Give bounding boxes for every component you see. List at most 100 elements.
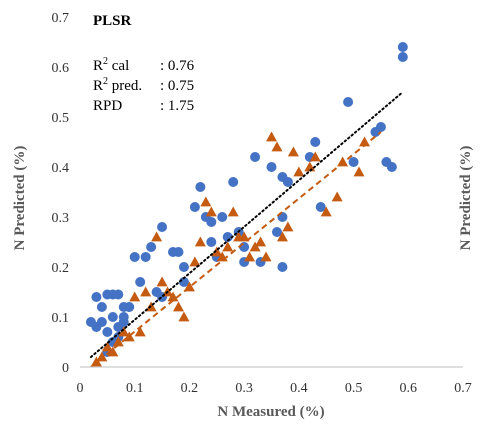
data-point-circle [271, 227, 282, 237]
y-tick-label: 0 [62, 361, 69, 376]
x-tick-label: 0.7 [454, 381, 472, 396]
data-point-triangle [244, 251, 256, 262]
data-point-circle [315, 202, 326, 212]
data-point-triangle [282, 221, 294, 232]
x-axis-title: N Measured (%) [217, 404, 324, 420]
data-point-circle [96, 302, 107, 312]
data-point-triangle [112, 336, 124, 347]
data-point-triangle [255, 236, 267, 247]
chart-title: PLSR [93, 13, 132, 29]
data-point-circle [206, 237, 217, 247]
data-point-circle [129, 252, 140, 262]
stat-label: R2 cal [93, 56, 129, 74]
data-point-triangle [167, 291, 179, 302]
data-point-triangle [211, 246, 223, 257]
data-point-triangle [238, 231, 250, 242]
x-tick-label: 0.3 [235, 381, 253, 396]
stat-value: : 0.75 [160, 78, 194, 94]
y-tick-label: 0.3 [52, 211, 70, 226]
data-point-circle [348, 157, 359, 167]
data-point-triangle [101, 341, 113, 352]
data-point-triangle [222, 241, 234, 252]
data-point-circle [277, 262, 288, 272]
data-point-triangle [107, 346, 119, 357]
x-tick-label: 0 [77, 381, 84, 396]
y-tick-label: 0.6 [52, 61, 70, 76]
data-point-circle [118, 317, 129, 327]
data-point-circle [266, 162, 277, 172]
data-point-circle [375, 122, 386, 132]
y-axis-title-right: N Predicted (%) [458, 146, 474, 251]
y-tick-label: 0.5 [52, 111, 70, 126]
data-point-triangle [134, 326, 146, 337]
data-point-circle [397, 52, 408, 62]
chart-marks [85, 42, 408, 368]
data-point-triangle [293, 166, 305, 177]
y-tick-label: 0.1 [52, 311, 70, 326]
data-point-circle [91, 292, 102, 302]
data-point-triangle [227, 206, 239, 217]
data-point-triangle [189, 256, 201, 267]
data-point-triangle [178, 311, 190, 322]
data-point-triangle [331, 191, 343, 202]
data-point-triangle [205, 206, 217, 217]
data-point-circle [157, 222, 168, 232]
trendline-dotted [89, 91, 404, 358]
data-point-circle [173, 247, 184, 257]
stat-value: : 0.76 [160, 58, 195, 74]
data-point-circle [113, 289, 124, 300]
data-point-triangle [309, 151, 321, 162]
y-axis-title: N Predicted (%) [12, 146, 28, 251]
data-point-circle [282, 177, 293, 187]
x-tick-label: 0.6 [400, 381, 418, 396]
data-point-triangle [129, 291, 141, 302]
data-point-circle [217, 212, 228, 222]
x-tick-label: 0.2 [181, 381, 199, 396]
stat-label: R2 pred. [93, 76, 142, 94]
data-point-circle [178, 262, 189, 272]
data-point-circle [96, 317, 107, 327]
data-point-triangle [151, 231, 163, 242]
data-point-circle [206, 217, 217, 227]
x-tick-label: 0.4 [290, 381, 308, 396]
y-tick-label: 0.4 [52, 161, 70, 176]
x-tick-label: 0.1 [126, 381, 144, 396]
y-tick-label: 0.2 [52, 261, 70, 276]
data-point-triangle [337, 156, 349, 167]
data-point-circle [102, 327, 113, 337]
y-tick-label: 0.7 [52, 11, 70, 26]
data-point-circle [107, 312, 118, 322]
data-point-triangle [353, 166, 365, 177]
data-point-circle [310, 137, 321, 147]
data-point-triangle [266, 131, 277, 142]
x-tick-label: 0.5 [345, 381, 363, 396]
data-point-circle [397, 42, 408, 52]
data-point-circle [135, 277, 146, 287]
data-point-triangle [304, 161, 316, 172]
data-point-triangle [140, 286, 152, 297]
data-point-triangle [96, 351, 108, 362]
chart-ticks: 0 0.1 0.2 0.3 0.4 0.5 0.6 0.7 0 0.1 0.2 0.3 0.4 0.5 0.… [52, 11, 472, 396]
data-point-circle [124, 302, 135, 312]
data-point-circle [146, 242, 157, 252]
data-point-circle [386, 162, 397, 172]
data-point-triangle [156, 276, 168, 287]
data-point-circle [250, 152, 261, 162]
data-point-circle [189, 202, 200, 212]
data-point-triangle [271, 141, 283, 152]
stats-box: R2 cal : 0.76 R2 pred. : 0.75 RPD : 1.75 [93, 56, 195, 114]
stat-value: : 1.75 [160, 98, 194, 114]
stat-label: RPD [93, 98, 122, 114]
data-point-circle [228, 177, 239, 187]
data-point-triangle [260, 251, 272, 262]
data-point-triangle [320, 206, 332, 217]
data-point-circle [195, 182, 206, 192]
data-point-triangle [118, 326, 130, 337]
data-point-triangle [249, 241, 261, 252]
trendline-dashed [90, 131, 382, 368]
data-point-triangle [287, 146, 299, 157]
data-point-triangle [172, 301, 184, 312]
data-point-circle [239, 242, 250, 252]
data-point-triangle [194, 236, 206, 247]
